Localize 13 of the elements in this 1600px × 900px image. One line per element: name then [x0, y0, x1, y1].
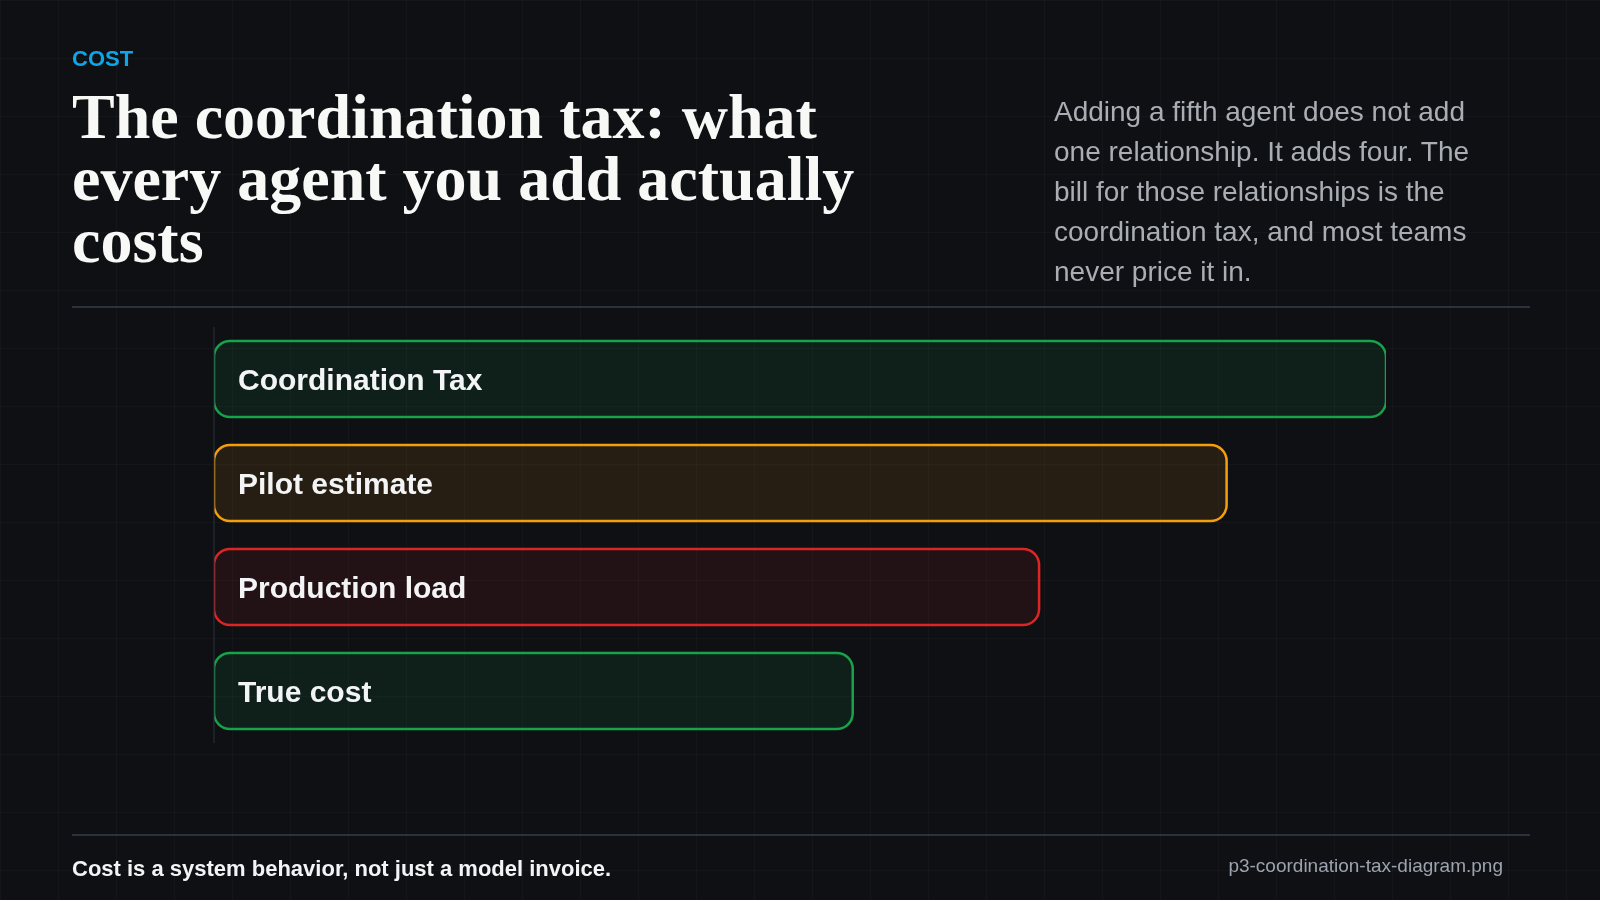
bar [214, 651, 854, 731]
bar [214, 547, 1041, 627]
y-tick-label: True cost [238, 674, 372, 708]
text: COST [72, 46, 134, 72]
text: p3-coordination-tax-diagram.png [1228, 855, 1503, 877]
chart-subtitle: Adding a fifth agent does not add one relationship. It adds four. The bill for those relationships is the coordination tax, and most teams never price it in. [1054, 95, 1471, 289]
bar [214, 443, 1228, 523]
bar [214, 339, 1386, 419]
y-tick-label: Pilot estimate [238, 466, 434, 500]
chart-title: The coordination tax: what every agent you add actually costs [72, 81, 856, 276]
y-tick-label: Production load [238, 570, 467, 604]
text: Cost is a system behavior, not just a model invoice. [72, 856, 612, 882]
y-tick-label: Coordination Tax [238, 362, 483, 396]
